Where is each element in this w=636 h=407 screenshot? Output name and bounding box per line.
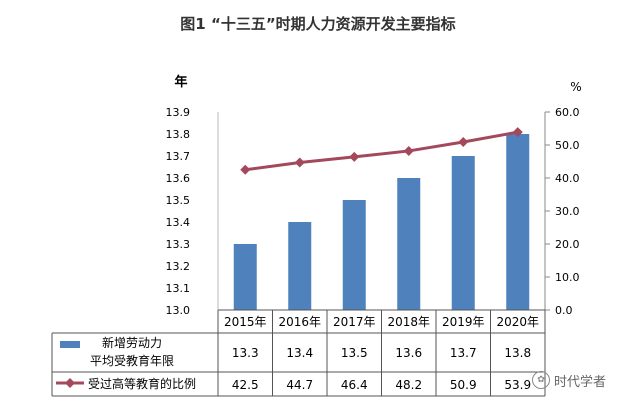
bar: [451, 156, 475, 310]
legend-bar-label: 平均受教育年限: [90, 353, 174, 368]
line-point: [403, 145, 414, 156]
x-tick-label: 2015年: [224, 315, 267, 329]
y-left-tick: 13.4: [166, 216, 191, 229]
bar: [506, 134, 530, 310]
watermark: ✿ 时代学者: [532, 368, 632, 392]
y-right-tick: 50.0: [555, 139, 580, 152]
x-tick-label: 2017年: [333, 315, 376, 329]
data-label: 48.2: [395, 378, 422, 392]
x-tick-label: 2016年: [278, 315, 321, 329]
wechat-icon: ✿: [532, 371, 550, 389]
y-left-tick: 13.6: [166, 172, 191, 185]
y-right-tick: 60.0: [555, 106, 580, 119]
data-label: 13.3: [232, 346, 259, 360]
x-tick-label: 2019年: [442, 315, 485, 329]
bar: [233, 244, 257, 310]
line-point: [512, 127, 523, 138]
y-left-tick: 13.5: [166, 194, 191, 207]
y-right-tick: 10.0: [555, 271, 580, 284]
y-right-tick: 40.0: [555, 172, 580, 185]
legend-line-marker: [65, 378, 75, 388]
line-point: [349, 151, 360, 162]
data-label: 53.9: [504, 378, 531, 392]
bar: [342, 200, 366, 310]
y-right-tick: 0.0: [555, 304, 573, 317]
chart-title: 图1 “十三五”时期人力资源开发主要指标: [180, 15, 455, 33]
legend-bar-label: 新增劳动力: [102, 335, 162, 350]
data-label: 13.5: [341, 346, 368, 360]
y-left-tick: 13.1: [166, 282, 191, 295]
data-label: 46.4: [341, 378, 368, 392]
legend-bar-swatch: [60, 341, 80, 348]
watermark-text: 时代学者: [554, 374, 607, 390]
legend-line-label: 受过高等教育的比例: [88, 376, 196, 391]
data-label: 44.7: [286, 378, 313, 392]
y-left-tick: 13.3: [166, 238, 191, 251]
y-left-tick: 13.8: [166, 128, 191, 141]
line-point: [294, 157, 305, 168]
y-left-tick: 13.7: [166, 150, 191, 163]
bar: [288, 222, 312, 310]
line-point: [458, 137, 469, 148]
y-right-unit: %: [570, 80, 581, 94]
y-left-tick: 13.9: [166, 106, 191, 119]
data-label: 50.9: [450, 378, 477, 392]
data-label: 13.7: [450, 346, 477, 360]
data-label: 42.5: [232, 378, 259, 392]
x-tick-label: 2018年: [387, 315, 430, 329]
y-left-tick: 13.0: [166, 304, 191, 317]
line-point: [240, 164, 251, 175]
line-series: [245, 130, 519, 172]
y-left-tick: 13.2: [166, 260, 191, 273]
bar: [397, 178, 421, 310]
y-left-unit: 年: [174, 74, 187, 90]
x-tick-label: 2020年: [496, 315, 539, 329]
data-label: 13.6: [395, 346, 422, 360]
data-label: 13.8: [504, 346, 531, 360]
data-label: 13.4: [286, 346, 313, 360]
y-right-tick: 30.0: [555, 205, 580, 218]
y-right-tick: 20.0: [555, 238, 580, 251]
